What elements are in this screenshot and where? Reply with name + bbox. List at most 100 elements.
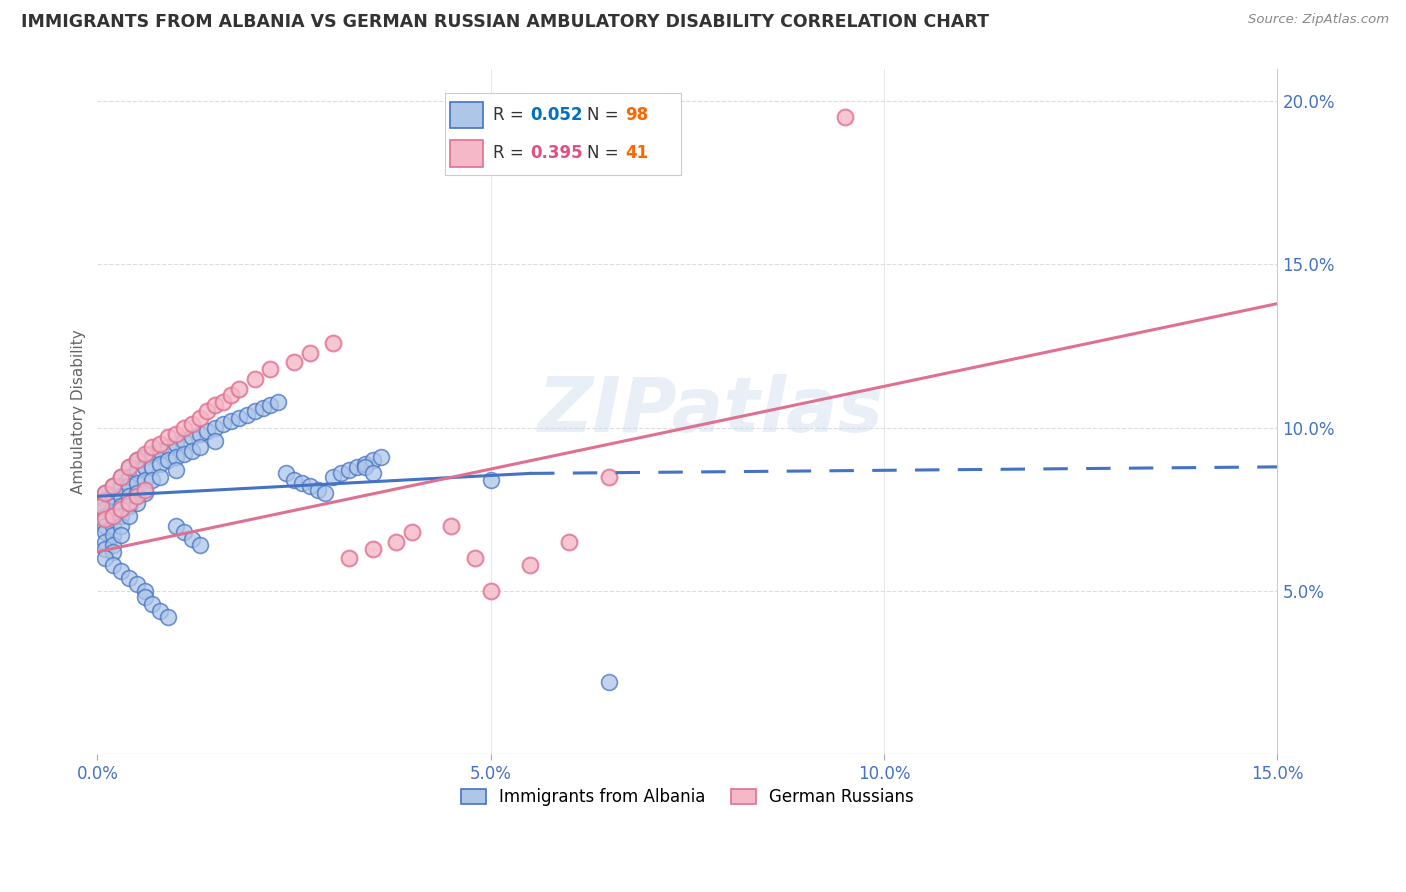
Y-axis label: Ambulatory Disability: Ambulatory Disability bbox=[72, 329, 86, 494]
Point bbox=[558, 535, 581, 549]
Point bbox=[110, 528, 132, 542]
Point bbox=[134, 447, 156, 461]
Point bbox=[110, 469, 132, 483]
Point bbox=[315, 486, 337, 500]
Point bbox=[110, 499, 132, 513]
Point bbox=[188, 427, 211, 442]
Point bbox=[90, 499, 112, 513]
Point bbox=[149, 437, 172, 451]
Point bbox=[118, 459, 141, 474]
Point bbox=[259, 398, 281, 412]
Point bbox=[94, 486, 117, 500]
Point bbox=[134, 483, 156, 497]
Point bbox=[228, 382, 250, 396]
Point bbox=[353, 457, 375, 471]
Point bbox=[134, 450, 156, 464]
Point bbox=[94, 502, 117, 516]
Point bbox=[598, 675, 620, 690]
Point bbox=[149, 603, 172, 617]
Point bbox=[219, 414, 242, 428]
Point bbox=[464, 551, 486, 566]
Point bbox=[90, 499, 112, 513]
Point bbox=[165, 463, 187, 477]
Point bbox=[101, 545, 124, 559]
Point bbox=[291, 476, 314, 491]
Point bbox=[110, 489, 132, 503]
Point bbox=[165, 437, 187, 451]
Point bbox=[598, 469, 620, 483]
Point bbox=[276, 467, 298, 481]
Point bbox=[118, 508, 141, 523]
Point bbox=[197, 404, 219, 418]
Point bbox=[94, 492, 117, 507]
Point bbox=[101, 508, 124, 523]
Point bbox=[361, 541, 384, 556]
Point bbox=[243, 404, 266, 418]
Point bbox=[180, 532, 202, 546]
Point bbox=[173, 525, 195, 540]
Point bbox=[94, 518, 117, 533]
Point bbox=[94, 541, 117, 556]
Point bbox=[125, 489, 148, 503]
Point bbox=[141, 473, 163, 487]
Point bbox=[101, 508, 124, 523]
Point bbox=[94, 486, 117, 500]
Point bbox=[149, 469, 172, 483]
Point bbox=[101, 479, 124, 493]
Point bbox=[298, 345, 321, 359]
Point bbox=[440, 518, 463, 533]
Point bbox=[180, 430, 202, 444]
Point bbox=[834, 111, 856, 125]
Text: IMMIGRANTS FROM ALBANIA VS GERMAN RUSSIAN AMBULATORY DISABILITY CORRELATION CHAR: IMMIGRANTS FROM ALBANIA VS GERMAN RUSSIA… bbox=[21, 13, 988, 31]
Point bbox=[134, 473, 156, 487]
Point bbox=[118, 459, 141, 474]
Text: ZIPatlas: ZIPatlas bbox=[538, 375, 884, 449]
Point bbox=[401, 525, 423, 540]
Point bbox=[118, 496, 141, 510]
Point bbox=[180, 443, 202, 458]
Point bbox=[204, 434, 226, 448]
Point bbox=[479, 583, 502, 598]
Point bbox=[228, 410, 250, 425]
Point bbox=[322, 469, 344, 483]
Point bbox=[353, 459, 375, 474]
Point bbox=[157, 453, 180, 467]
Point bbox=[212, 417, 235, 432]
Point bbox=[188, 440, 211, 454]
Point bbox=[125, 486, 148, 500]
Point bbox=[101, 518, 124, 533]
Point bbox=[101, 479, 124, 493]
Point bbox=[134, 486, 156, 500]
Point bbox=[110, 518, 132, 533]
Legend: Immigrants from Albania, German Russians: Immigrants from Albania, German Russians bbox=[453, 780, 922, 814]
Point bbox=[385, 535, 408, 549]
Point bbox=[188, 538, 211, 552]
Point bbox=[188, 410, 211, 425]
Point bbox=[219, 388, 242, 402]
Point bbox=[141, 440, 163, 454]
Point bbox=[118, 479, 141, 493]
Point bbox=[149, 457, 172, 471]
Point bbox=[125, 496, 148, 510]
Point bbox=[125, 453, 148, 467]
Point bbox=[110, 469, 132, 483]
Point bbox=[118, 489, 141, 503]
Point bbox=[134, 459, 156, 474]
Point bbox=[118, 469, 141, 483]
Point bbox=[307, 483, 329, 497]
Point bbox=[94, 525, 117, 540]
Point bbox=[180, 417, 202, 432]
Point bbox=[94, 551, 117, 566]
Point bbox=[118, 571, 141, 585]
Point bbox=[125, 577, 148, 591]
Point bbox=[101, 499, 124, 513]
Text: Source: ZipAtlas.com: Source: ZipAtlas.com bbox=[1249, 13, 1389, 27]
Point bbox=[361, 467, 384, 481]
Point bbox=[298, 479, 321, 493]
Point bbox=[243, 372, 266, 386]
Point bbox=[322, 335, 344, 350]
Point bbox=[101, 558, 124, 572]
Point bbox=[125, 476, 148, 491]
Point bbox=[125, 463, 148, 477]
Point bbox=[361, 453, 384, 467]
